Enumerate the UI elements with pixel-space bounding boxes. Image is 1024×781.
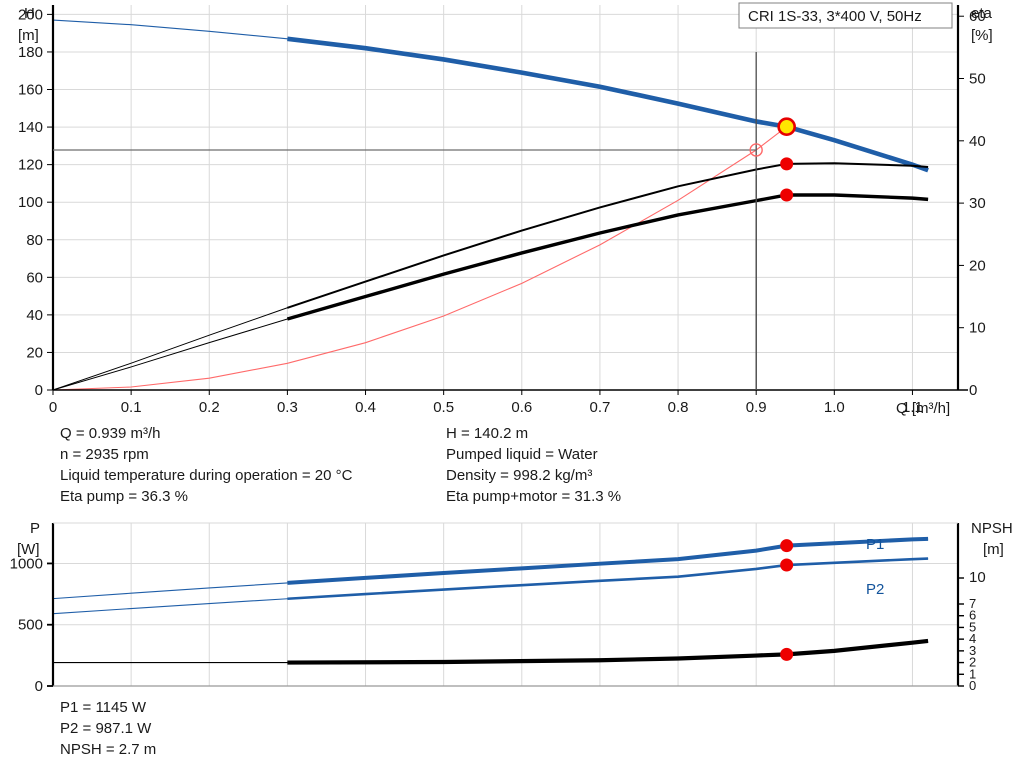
tick-label: 3 [969,643,976,658]
h-axis-title: H [24,5,35,22]
head-curve-thick [287,36,929,173]
tick-label: 0 [969,382,977,399]
tick-label: 0.3 [277,399,298,416]
upper-chart-grid [53,5,958,390]
tick-label: 4 [969,631,976,646]
npsh-axis-title: NPSH [971,520,1013,537]
tick-label: 50 [969,71,986,88]
tick-label: 0.1 [121,399,142,416]
tick-label: 0 [35,382,43,399]
eta-pump-motor-curve-thin [52,194,929,391]
tick-label: 5 [969,619,976,634]
tick-label: 60 [969,8,986,25]
h-axis-unit: [m] [18,27,39,44]
tick-label: 200 [18,6,43,23]
upper-chart-markers [53,51,796,390]
info-right-line-0: H = 140.2 m [446,425,529,442]
tick-label: 0.6 [511,399,532,416]
npsh-point-marker[interactable] [780,647,794,661]
info-right-line-2: Density = 998.2 kg/m³ [446,467,593,484]
lower-chart-curves [52,536,929,665]
tick-label: 180 [18,44,43,61]
p-axis-unit: [W] [17,541,40,558]
tick-label: 0.7 [589,399,610,416]
tick-label: 120 [18,157,43,174]
tick-label: 0.8 [668,399,689,416]
tick-label: 10 [969,320,986,337]
p-axis-title: P [30,520,40,537]
duty-point-marker[interactable] [777,117,796,136]
info-left-line-0: Q = 0.939 m³/h [60,425,161,442]
upper-chart-curves [52,19,929,391]
info-block-bottom: P1 = 1145 W P2 = 987.1 W NPSH = 2.7 m [60,697,156,760]
head-curve-thin [52,19,929,171]
tick-label: 1 [969,666,976,681]
info-bottom-line-2: NPSH = 2.7 m [60,741,157,758]
tick-label: 0 [969,678,976,693]
p1-curve-label: P1 [866,536,884,553]
tick-label: 160 [18,82,43,99]
tick-label: 40 [969,133,986,150]
p2-curve-label: P2 [866,581,884,598]
info-left-line-1: n = 2935 rpm [60,446,149,463]
legend-label: CRI 1S-33, 3*400 V, 50Hz [748,8,922,25]
eta-axis-unit: [%] [971,27,993,44]
tick-label: 0.2 [199,399,220,416]
tick-label: 0.4 [355,399,376,416]
info-bottom-line-1: P2 = 987.1 W [60,720,152,737]
lower-chart-markers [780,539,794,661]
eta-pump-curve-thick [287,162,929,309]
p2-point-marker[interactable] [780,558,794,572]
info-block-right: H = 140.2 m Pumped liquid = Water Densit… [446,423,621,507]
npsh-axis-unit: [m] [983,541,1004,558]
tick-label: 10 [969,569,986,586]
legend-box: CRI 1S-33, 3*400 V, 50Hz [738,2,953,29]
info-right-line-3: Eta pump+motor = 31.3 % [446,488,622,505]
tick-label: 1.0 [824,399,845,416]
tick-label: 6 [969,608,976,623]
info-block-left: Q = 0.939 m³/h n = 2935 rpm Liquid tempe… [60,423,352,507]
info-left-line-3: Eta pump = 36.3 % [60,488,188,505]
eta-pump-curve-thin [52,162,929,391]
tick-label: 40 [26,307,43,324]
eta-ref-point-marker [749,143,763,157]
eta-pump-motor-point-marker[interactable] [780,188,794,202]
upper-chart-tick-labels: 0 0.1 0.2 0.3 0.4 0.5 0.6 0.7 0.8 0.9 1.0 1.1 0 20 40 6… [18,6,986,416]
tick-label: 0 [35,678,43,695]
npsh-curve-thick [287,638,929,665]
tick-label: 140 [18,119,43,136]
tick-label: 20 [969,257,986,274]
tick-label: 1000 [10,555,43,572]
tick-label: 2 [969,655,976,670]
info-left-line-2: Liquid temperature during operation = 20… [60,467,353,484]
tick-label: 0.9 [746,399,767,416]
p1-curve-thick [287,536,929,585]
tick-label: 500 [18,617,43,634]
tick-label: 80 [26,232,43,249]
p1-point-marker[interactable] [780,539,794,553]
tick-label: 60 [26,269,43,286]
eta-axis-title: eta [971,5,993,22]
lower-chart-axes [47,522,964,687]
p2-curve-thick [287,557,929,601]
q-axis-label: Q [m³/h] [896,400,950,417]
info-bottom-line-0: P1 = 1145 W [60,699,147,716]
eta-pump-motor-curve-thick [286,193,929,321]
tick-label: 0 [49,399,57,416]
eta-reference-curve-thin [52,126,787,391]
tick-label: 7 [969,596,976,611]
upper-chart-axes [47,5,968,395]
info-right-line-1: Pumped liquid = Water [446,446,598,463]
tick-label: 0.5 [433,399,454,416]
eta-pump-point-marker[interactable] [780,157,794,171]
lower-chart-grid [53,523,958,686]
tick-label: 100 [18,194,43,211]
tick-label: 1.1 [902,399,923,416]
tick-label: 20 [26,344,43,361]
tick-label: 30 [969,195,986,212]
